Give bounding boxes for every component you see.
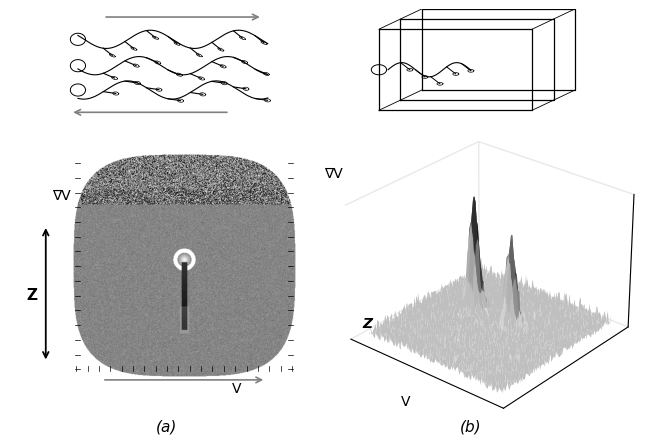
Text: V: V bbox=[232, 382, 242, 396]
X-axis label: V: V bbox=[402, 395, 411, 409]
Text: ∇V: ∇V bbox=[324, 167, 342, 182]
Text: (a): (a) bbox=[156, 419, 177, 434]
Text: ∇V: ∇V bbox=[52, 189, 71, 203]
Text: Z: Z bbox=[26, 288, 37, 303]
Text: (b): (b) bbox=[460, 419, 482, 434]
Text: Z: Z bbox=[362, 317, 372, 331]
